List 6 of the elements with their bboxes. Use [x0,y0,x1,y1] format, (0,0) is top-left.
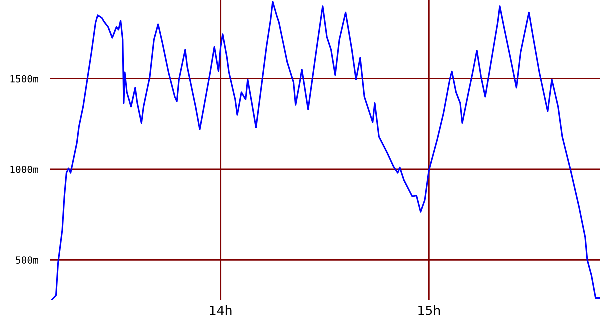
y-tick-label: 1000m [10,166,38,174]
x-tick-label: 14h [210,306,232,316]
x-tick-label: 15h [418,306,440,316]
line-series [51,1,600,300]
y-tick-label: 1500m [10,75,38,83]
y-tick-label: 500m [16,256,38,264]
